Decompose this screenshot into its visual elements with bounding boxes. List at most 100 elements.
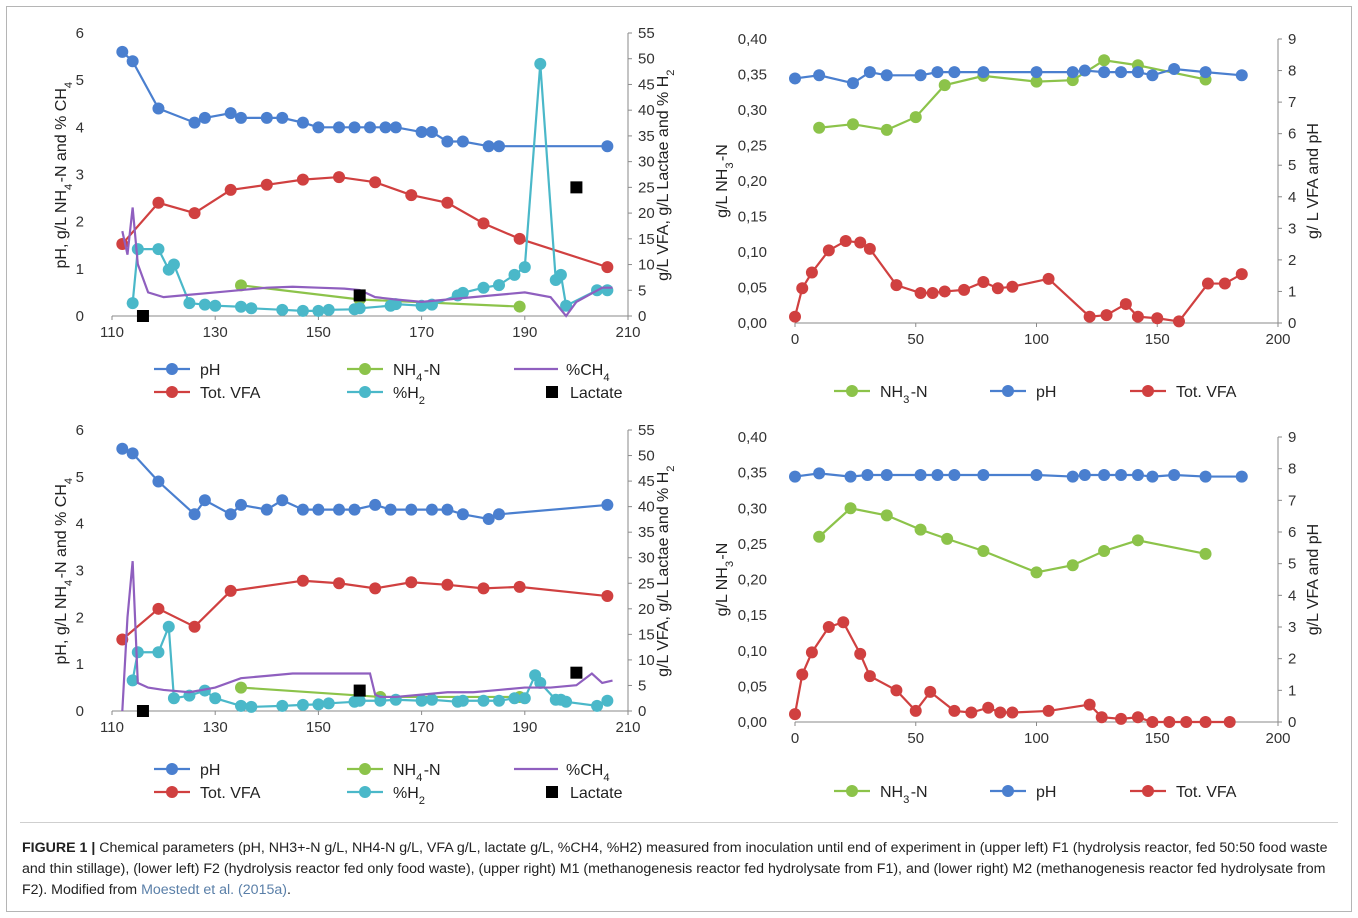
y-right-axis-title: g/ L VFA and pH (1305, 123, 1322, 239)
y-left-tick-label: 0,25 (738, 138, 767, 155)
legend-label: pH (200, 362, 220, 379)
data-point (948, 469, 961, 481)
data-point (1235, 470, 1248, 483)
legend-label: NH4 -N (393, 362, 441, 384)
data-point (312, 304, 325, 317)
legend-label: %CH4 (566, 762, 611, 784)
data-point (1199, 66, 1212, 79)
chart-f1: 110 130 150 170 190 2100123456051015202530354… (53, 25, 677, 407)
x-tick-label: 190 (512, 719, 537, 736)
x-tick-label: 150 (1145, 730, 1170, 747)
legend-label: Tot. VFA (1176, 384, 1237, 401)
data-point (863, 66, 876, 79)
data-point (1030, 66, 1043, 79)
x-tick-label: 210 (615, 324, 640, 341)
data-point (224, 584, 237, 597)
data-point (353, 302, 366, 315)
data-point (198, 298, 211, 311)
series-tot-vfa (116, 574, 614, 646)
data-point (1146, 716, 1159, 728)
data-point (276, 111, 289, 124)
data-point (1030, 469, 1043, 481)
caption-divider (20, 822, 1338, 823)
data-point (789, 72, 801, 85)
series-lactate (136, 181, 583, 322)
data-point (518, 261, 531, 274)
data-point (131, 646, 144, 659)
data-point (312, 503, 325, 516)
data-point (513, 580, 526, 593)
y-left-tick-label: 0,15 (738, 209, 767, 226)
data-point (560, 299, 573, 312)
data-point (880, 509, 893, 522)
y-left-tick-label: 6 (76, 25, 84, 42)
y-right-tick-label: 1 (1288, 283, 1296, 300)
data-point (1146, 470, 1159, 483)
data-point (183, 297, 196, 310)
y-left-axis-title: pH, g/L NH4 -N and % CH4 (53, 81, 75, 269)
series-line (819, 59, 1206, 132)
data-point (369, 498, 382, 511)
data-point (977, 469, 990, 481)
legend-label: pH (1036, 384, 1056, 401)
legend-swatch (546, 386, 558, 398)
data-point (425, 126, 438, 139)
data-point (1042, 272, 1055, 285)
x-tick-label: 150 (1145, 331, 1170, 348)
data-point (982, 701, 995, 714)
data-point (880, 69, 893, 82)
data-point (822, 621, 835, 633)
data-point (1146, 69, 1159, 82)
x-tick-label: 0 (791, 331, 799, 348)
caption-text: Chemical parameters (pH, NH3+-N g/L, NH4… (22, 840, 1328, 898)
data-point (456, 694, 469, 707)
x-tick-label: 170 (409, 324, 434, 341)
data-point (441, 196, 454, 209)
x-tick-label: 130 (203, 719, 228, 736)
legend-label: Tot. VFA (200, 385, 261, 402)
data-point (837, 616, 850, 629)
data-point (931, 469, 944, 481)
y-right-tick-label: 9 (1288, 429, 1296, 446)
y-left-tick-label: 0,00 (738, 315, 767, 332)
data-point (235, 681, 247, 694)
data-point (348, 121, 361, 134)
data-point (601, 284, 614, 297)
y-left-tick-label: 0,20 (738, 572, 767, 589)
data-point (296, 304, 309, 317)
data-point (909, 704, 922, 717)
data-point (863, 242, 876, 255)
data-point (162, 620, 175, 633)
y-right-tick-label: 8 (1288, 461, 1296, 478)
y-right-tick-label: 5 (1288, 157, 1296, 174)
data-point (591, 699, 604, 712)
caption-reference-link[interactable]: Moestedt et al. (2015a) (141, 882, 287, 898)
data-point (1066, 66, 1079, 79)
series-line (131, 63, 608, 312)
series-line (818, 507, 1206, 574)
y-right-tick-label: 4 (1288, 189, 1296, 206)
y-right-tick-label: 7 (1288, 492, 1296, 509)
legend-label: pH (1036, 784, 1056, 801)
y-right-tick-label: 45 (638, 473, 655, 490)
data-point (1131, 534, 1144, 547)
figure-charts: 110 130 150 170 190 2100123456051015202530354… (53, 25, 1322, 807)
data-point (415, 299, 428, 312)
data-point (1199, 470, 1212, 483)
data-point (477, 217, 490, 230)
y-right-tick-label: 45 (638, 76, 655, 93)
y-left-tick-label: 4 (76, 119, 84, 136)
chart-m1: 0 50 100 150 2000,000,050,100,150,200,250,30… (714, 31, 1322, 406)
y-right-axis-title: g/L VFA, g/L Lactae and % H2 (655, 464, 677, 677)
data-point (235, 111, 247, 124)
data-point (456, 286, 469, 299)
caption-tail: . (286, 882, 291, 898)
x-tick-label: 0 (791, 730, 799, 747)
x-tick-label: 210 (615, 719, 640, 736)
data-point (126, 674, 139, 687)
data-point (1172, 315, 1185, 328)
data-point (1083, 310, 1096, 323)
data-point (198, 494, 211, 507)
data-point (846, 118, 859, 131)
legend-f1: pH NH4 -N %CH4 Tot. VFA %H2 Lactate (154, 362, 623, 407)
